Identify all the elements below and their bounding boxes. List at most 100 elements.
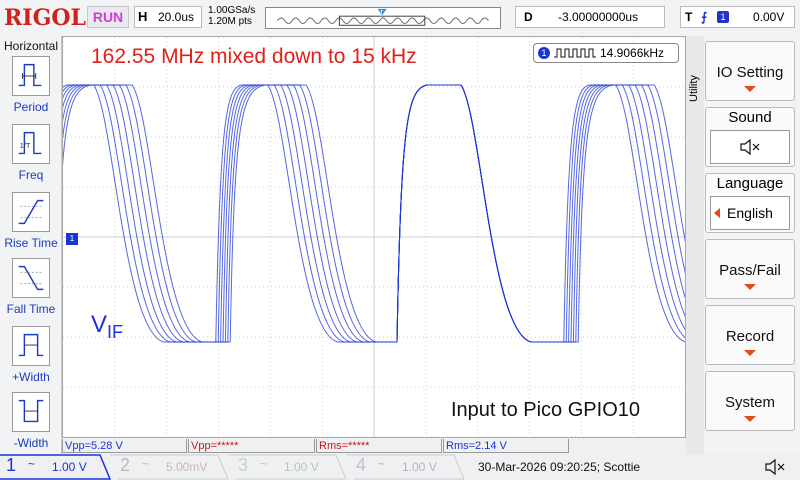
vpp-ch2-measurement: Vpp=***** (188, 439, 315, 453)
utility-label: Utility (688, 75, 700, 102)
measure-label: Period (13, 100, 49, 114)
waveform-display[interactable]: 162.55 MHz mixed down to 15 kHz 1 14.906… (62, 36, 686, 438)
menu-label: Pass/Fail (719, 262, 781, 279)
trigger-label: T (685, 10, 693, 24)
measure-period-button[interactable]: Period (0, 56, 62, 122)
channel-scale: 5.00mV (166, 460, 208, 474)
measure-label: -Width (13, 436, 49, 450)
frequency-counter[interactable]: 1 14.9066kHz (533, 43, 679, 63)
menu-label: IO Setting (716, 64, 784, 81)
ac-coupling-icon: ~ (260, 457, 268, 471)
svg-text:T: T (379, 9, 383, 16)
channel3-tab[interactable]: 3 ~ 1.00 V (236, 454, 336, 480)
waveform-caption: Input to Pico GPIO10 (451, 399, 640, 421)
channel-scale: 1.00 V (284, 460, 319, 474)
chevron-down-icon (744, 350, 756, 356)
pass-fail-button[interactable]: Pass/Fail (705, 239, 795, 299)
measure-label: Freq (18, 168, 44, 182)
waveform-title: 162.55 MHz mixed down to 15 kHz (91, 45, 417, 68)
run-stop-status[interactable]: RUN (87, 6, 129, 28)
channel2-tab[interactable]: 2 ~ 5.00mV (118, 454, 218, 480)
chevron-down-icon (744, 284, 756, 290)
rise-time-icon (12, 192, 50, 232)
signal-label: VIF (91, 311, 123, 343)
chevron-down-icon (744, 416, 756, 422)
trigger-source-channel: 1 (717, 11, 729, 23)
date-time-stamp: 30-Mar-2026 09:20:25; Scottie (478, 460, 641, 474)
channel-scale: 1.00 V (52, 460, 87, 474)
channel1-tab[interactable]: 1 ~ 1.00 V (4, 454, 104, 480)
memory-depth: 1.20M pts (208, 16, 252, 27)
measure-positive-width-button[interactable]: +Width (0, 326, 62, 392)
measurement-results: Vpp=5.28 V Vpp=***** Rms=***** Rms=2.14 … (62, 438, 686, 454)
timebase-value: 20.0us (158, 10, 195, 24)
vpp-ch1-measurement: Vpp=5.28 V (62, 439, 187, 453)
channel-status-bar: 1 ~ 1.00 V 2 ~ 5.00mV 3 ~ 1.00 V 4 ~ 1.0… (0, 454, 800, 480)
utility-menu: Utility IO Setting Sound Language Englis… (686, 36, 800, 454)
measure-label: +Width (12, 370, 50, 384)
menu-label: Record (725, 328, 775, 345)
delay-label: D (524, 10, 533, 24)
channel-number: 4 (356, 455, 367, 475)
rms-ch2-measurement: Rms=***** (316, 439, 442, 453)
language-value: English (710, 196, 790, 230)
language-button[interactable]: Language English (705, 173, 795, 233)
rigol-logo: RIGOL (4, 5, 86, 31)
utility-tab[interactable]: Utility (686, 36, 704, 454)
channel-number: 3 (238, 455, 249, 475)
measure-negative-width-button[interactable]: -Width (0, 392, 62, 458)
measure-fall-time-button[interactable]: Fall Time (0, 258, 62, 324)
delay-value: -3.00000000us (558, 10, 639, 24)
svg-text:1/T: 1/T (20, 141, 31, 150)
pulse-train-icon (554, 48, 596, 58)
frequency-icon: 1/T (12, 124, 50, 164)
positive-width-icon (12, 326, 50, 366)
horizontal-timebase[interactable]: H 20.0us (134, 6, 202, 28)
sound-button[interactable]: Sound (705, 107, 795, 167)
rising-edge-icon: ⨍ (701, 10, 708, 24)
acquisition-info: 1.00GSa/s 1.20M pts (208, 5, 255, 27)
horizontal-measure-panel: Horizontal Period 1/T Freq Rise Time Fal… (0, 36, 62, 454)
fall-time-icon (12, 258, 50, 298)
panel-title: Horizontal (3, 39, 59, 53)
sound-value (710, 130, 790, 164)
sample-rate: 1.00GSa/s (208, 5, 256, 16)
trigger-level: 0.00V (753, 10, 785, 24)
memory-position-bar[interactable]: T (265, 7, 501, 29)
channel-scale: 1.00 V (402, 460, 437, 474)
top-status-bar: RIGOL RUN H 20.0us 1.00GSa/s 1.20M pts T… (0, 0, 800, 36)
rms-ch1-measurement: Rms=2.14 V (443, 439, 569, 453)
io-setting-button[interactable]: IO Setting (705, 41, 795, 101)
record-button[interactable]: Record (705, 305, 795, 365)
frequency-value: 14.9066kHz (600, 46, 665, 60)
measure-label: Rise Time (4, 236, 58, 250)
menu-label: Language (716, 175, 784, 192)
negative-width-icon (12, 392, 50, 432)
measure-rise-time-button[interactable]: Rise Time (0, 192, 62, 258)
trigger-settings[interactable]: T ⨍ 1 0.00V (680, 6, 795, 28)
horizontal-delay[interactable]: D -3.00000000us (515, 6, 665, 28)
system-button[interactable]: System (705, 371, 795, 431)
channel1-offset-marker[interactable]: 1 (66, 233, 78, 245)
signal-trace (63, 84, 685, 343)
menu-label: Sound (728, 109, 772, 126)
horizontal-label: H (138, 9, 148, 24)
ac-coupling-icon: ~ (142, 457, 150, 471)
channel4-tab[interactable]: 4 ~ 1.00 V (354, 454, 454, 480)
channel-tab-frames (0, 454, 465, 480)
speaker-muted-icon (740, 138, 760, 156)
menu-label: System (724, 394, 775, 411)
language-value-text: English (727, 205, 773, 221)
chevron-left-icon (714, 208, 720, 218)
channel-number: 2 (120, 455, 131, 475)
period-icon (12, 56, 50, 96)
ac-coupling-icon: ~ (28, 457, 36, 471)
counter-channel: 1 (538, 47, 550, 59)
ac-coupling-icon: ~ (378, 457, 386, 471)
waveform-grid (63, 37, 685, 437)
channel-number: 1 (6, 455, 17, 475)
signal-label-main: V (91, 311, 108, 338)
measure-freq-button[interactable]: 1/T Freq (0, 124, 62, 190)
measure-label: Fall Time (6, 302, 56, 316)
speaker-muted-icon[interactable] (764, 458, 788, 476)
